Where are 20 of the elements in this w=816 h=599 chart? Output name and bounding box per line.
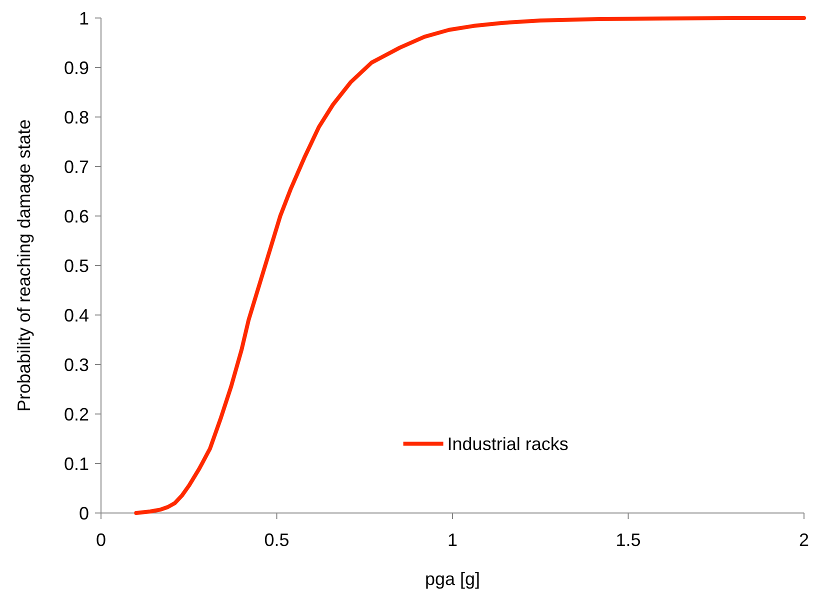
x-tick-label: 0.5: [264, 530, 290, 550]
line-series: [134, 16, 806, 515]
x-tick-label: 0: [96, 530, 106, 550]
y-tick-label: 0.8: [64, 107, 89, 128]
y-tick-label: 0.3: [64, 354, 89, 375]
y-tick-label: 0.1: [64, 454, 89, 474]
y-tick-label: 0.9: [64, 58, 89, 78]
y-tick-label: 0: [78, 503, 89, 524]
x-tick-label: 1: [447, 530, 458, 550]
x-tick-label: 2: [798, 530, 810, 550]
legend-label: Industrial racks: [447, 434, 568, 454]
y-tick-label: 1: [78, 8, 89, 28]
y-tick-label: 0.5: [64, 256, 89, 276]
y-tick-label: 0.2: [64, 404, 89, 424]
x-tick-label: 1.5: [616, 530, 641, 550]
y-tick-label: 0.6: [64, 206, 89, 226]
y-tick-label: 0.7: [64, 156, 89, 177]
y-axis-title: Probability of reaching damage state: [14, 119, 34, 412]
x-axis-title: pga [g]: [424, 569, 480, 589]
y-tick-label: 0.4: [64, 305, 89, 326]
